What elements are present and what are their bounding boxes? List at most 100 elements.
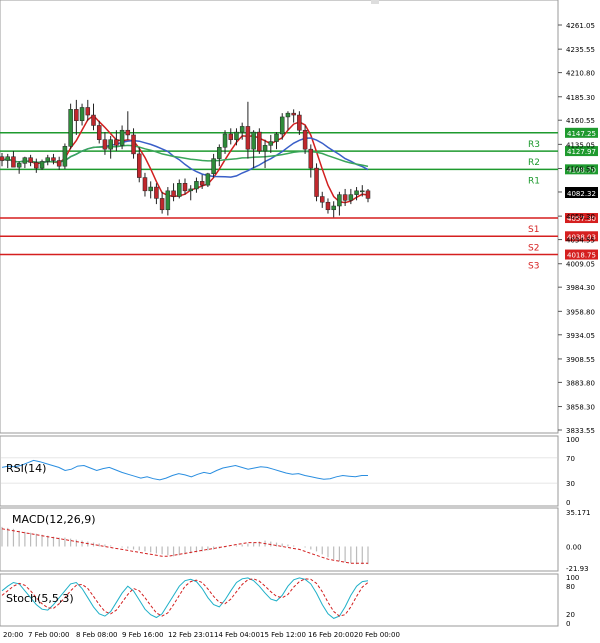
candle-body — [74, 109, 79, 121]
candle-body — [159, 198, 165, 211]
candle-body — [274, 133, 279, 142]
candle-body — [85, 107, 91, 116]
price-tick-label: 4185.30 — [566, 94, 595, 102]
candle-body — [22, 157, 28, 164]
candle-body — [62, 146, 68, 167]
candle-body — [228, 133, 233, 140]
price-panel — [0, 0, 559, 434]
candle-body — [308, 148, 314, 169]
x-axis-label: 16 Feb 20:00 — [308, 631, 354, 639]
candle-body — [314, 167, 319, 197]
rsi-line — [1, 459, 368, 481]
candle-body — [137, 153, 142, 178]
level-name-r3: R3 — [528, 140, 540, 150]
x-axis-label: 14 Feb 04:00 — [214, 631, 260, 639]
level-price-label: 4127.97 — [567, 148, 596, 156]
level-price-label: 4147.25 — [567, 130, 596, 138]
level-name-r2: R2 — [528, 158, 540, 168]
candle-body — [79, 107, 85, 121]
level-price-box — [565, 127, 598, 138]
price-tick-label: 3908.55 — [566, 356, 595, 364]
stoch-tick-label: 20 — [566, 611, 575, 619]
stoch-d-line — [1, 578, 369, 617]
level-price-box — [565, 231, 598, 242]
candle-body — [108, 139, 113, 150]
level-name-r1: R1 — [528, 176, 540, 186]
current-price-label: 4082.32 — [567, 190, 596, 198]
level-price-label: 4057.30 — [567, 215, 596, 223]
level-price-box — [565, 249, 598, 260]
candle-body — [148, 186, 153, 192]
candle-body — [279, 116, 285, 135]
x-axis-label: 20:00 — [3, 631, 23, 639]
price-tick-label: 3883.80 — [566, 379, 595, 387]
candle-body — [119, 129, 125, 146]
level-price-label: 4108.70 — [567, 166, 596, 174]
candle-body — [262, 145, 268, 152]
level-name-s3: S3 — [528, 262, 539, 272]
price-tick-label: 3858.30 — [566, 404, 595, 412]
candle-body — [188, 188, 193, 192]
rsi-tick-label: 0 — [566, 499, 570, 507]
stoch-tick-label: 80 — [566, 583, 575, 591]
candle-body — [102, 139, 108, 150]
candle-body — [222, 133, 228, 148]
candle-body — [34, 162, 39, 169]
candle-body — [39, 161, 45, 169]
candle-body — [0, 156, 5, 161]
candle-body — [348, 194, 354, 201]
level-name-s2: S2 — [528, 243, 539, 253]
current-price-box — [565, 187, 598, 198]
level-price-box — [565, 213, 598, 224]
x-axis-label: 20 Feb 00:00 — [354, 631, 400, 639]
candle-body — [297, 114, 302, 131]
price-tick-label: 4261.05 — [566, 22, 595, 30]
candle-body — [154, 186, 159, 199]
candle-body — [234, 131, 239, 140]
price-tick-label: 4235.55 — [566, 46, 595, 54]
scroll-arrow-icon[interactable] — [371, 0, 379, 4]
candle-body — [257, 131, 262, 152]
candle-body — [16, 163, 22, 168]
candle-body — [302, 129, 308, 150]
candle-body — [325, 201, 331, 211]
level-price-label: 4018.75 — [567, 252, 596, 260]
price-tick-label: 4210.80 — [566, 70, 595, 78]
candle-body — [245, 126, 251, 150]
candle-body — [171, 190, 176, 197]
rsi-label: RSI(14) — [6, 462, 46, 475]
price-tick-label: 4160.55 — [566, 117, 595, 125]
x-axis-label: 12 Feb 23:01 — [168, 631, 214, 639]
price-tick-label: 3958.80 — [566, 308, 595, 316]
candle-body — [165, 190, 171, 211]
candle-body — [211, 158, 216, 175]
x-axis-label: 7 Feb 00:00 — [28, 631, 69, 639]
candle-body — [365, 190, 371, 199]
candle-body — [68, 109, 73, 147]
candle-body — [199, 181, 205, 186]
candle-body — [239, 126, 245, 133]
candle-body — [360, 190, 365, 193]
candle-body — [45, 157, 50, 162]
candle-body — [291, 112, 296, 116]
candle-body — [285, 112, 291, 118]
candle-body — [51, 157, 56, 161]
candle-body — [142, 177, 148, 192]
macd-tick-label: -21.93 — [566, 565, 589, 573]
price-tick-label: 4059.30 — [566, 213, 595, 221]
candle-body — [182, 183, 188, 192]
rsi-tick-label: 30 — [566, 480, 575, 488]
candle-body — [331, 205, 336, 211]
price-tick-label: 3984.30 — [566, 284, 595, 292]
rsi-tick-label: 100 — [566, 436, 579, 444]
candle-body — [96, 125, 102, 140]
stoch-panel — [0, 573, 559, 627]
level-price-box — [565, 146, 598, 157]
level-name-s1: S1 — [528, 225, 539, 235]
candle-body — [56, 160, 62, 167]
candle-body — [205, 173, 211, 186]
level-price-box — [565, 164, 598, 175]
macd-tick-label: 0.00 — [566, 543, 582, 551]
candle-body — [342, 194, 348, 201]
